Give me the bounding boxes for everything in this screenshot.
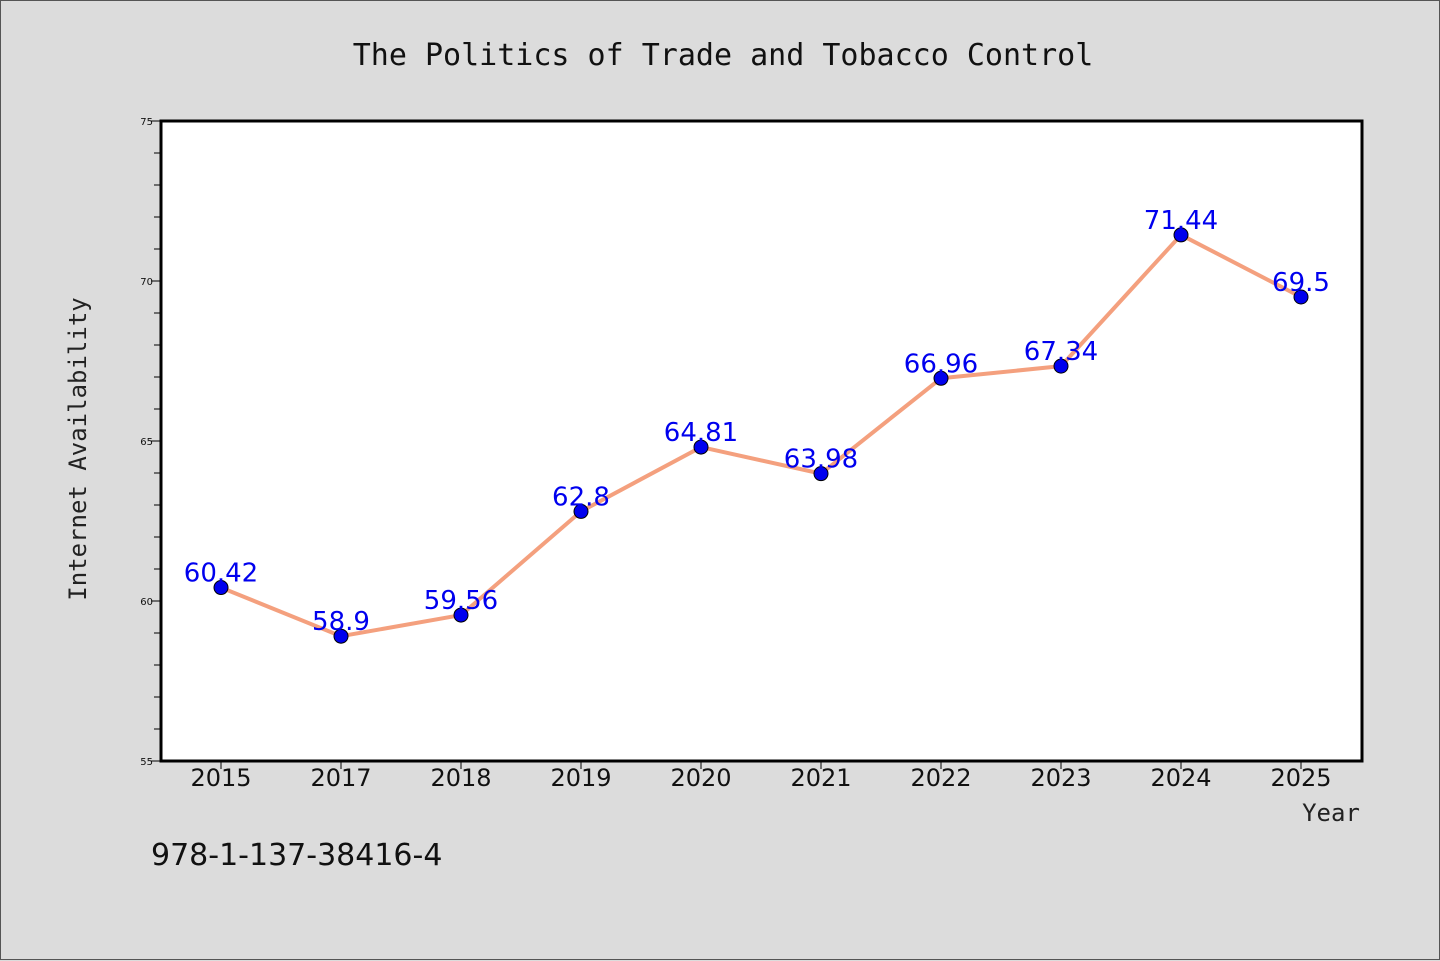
chart-title: The Politics of Trade and Tobacco Contro…	[353, 38, 1094, 73]
data-point	[1173, 227, 1189, 243]
data-point	[453, 607, 469, 623]
y-axis: 55 60 65 70 75	[140, 117, 161, 768]
data-point	[933, 370, 949, 386]
series-line	[220, 232, 1302, 639]
data-point	[1053, 358, 1069, 374]
data-label: 67.34	[1024, 337, 1098, 367]
data-label: 62.8	[552, 482, 610, 512]
plot-area	[159, 119, 1364, 763]
data-point	[1293, 289, 1309, 305]
y-tick-label: 65	[140, 437, 153, 448]
y-tick-label: 55	[140, 757, 153, 768]
series-layer: 60.42 58.9 59.56 62.8 64.81 63.98 66.96 67.34 71…	[184, 206, 1330, 644]
y-tick-label: 60	[140, 597, 153, 608]
x-tick-label: 2017	[310, 764, 371, 792]
x-tick-label: 2023	[1030, 764, 1091, 792]
data-label: 71.44	[1144, 206, 1218, 236]
y-axis-label: Internet Availability	[64, 297, 92, 600]
x-axis-label: Year	[1302, 799, 1360, 827]
data-point	[573, 503, 589, 519]
data-label: 60.42	[184, 559, 258, 589]
x-tick-label: 2020	[670, 764, 731, 792]
x-tick-label: 2015	[190, 764, 251, 792]
data-label: 59.56	[424, 586, 498, 616]
data-point	[333, 628, 349, 644]
data-label: 63.98	[784, 445, 858, 475]
x-tick-label: 2021	[790, 764, 851, 792]
data-label: 58.9	[312, 607, 370, 637]
data-label: 69.5	[1272, 268, 1330, 298]
data-point	[213, 580, 229, 596]
data-point	[693, 439, 709, 455]
data-label: 66.96	[904, 349, 978, 379]
x-tick-label: 2022	[910, 764, 971, 792]
data-point	[813, 466, 829, 482]
y-tick-label: 70	[140, 277, 153, 288]
x-tick-label: 2018	[430, 764, 491, 792]
x-tick-label: 2024	[1150, 764, 1211, 792]
y-tick-label: 75	[140, 117, 153, 128]
x-tick-label: 2025	[1270, 764, 1331, 792]
x-tick-label: 2019	[550, 764, 611, 792]
data-label: 64.81	[664, 418, 738, 448]
isbn-text: 978-1-137-38416-4	[151, 838, 442, 873]
x-axis: 2015 2017 2018 2019 2020 2021 2022 2023 2024 2025	[190, 761, 1332, 792]
